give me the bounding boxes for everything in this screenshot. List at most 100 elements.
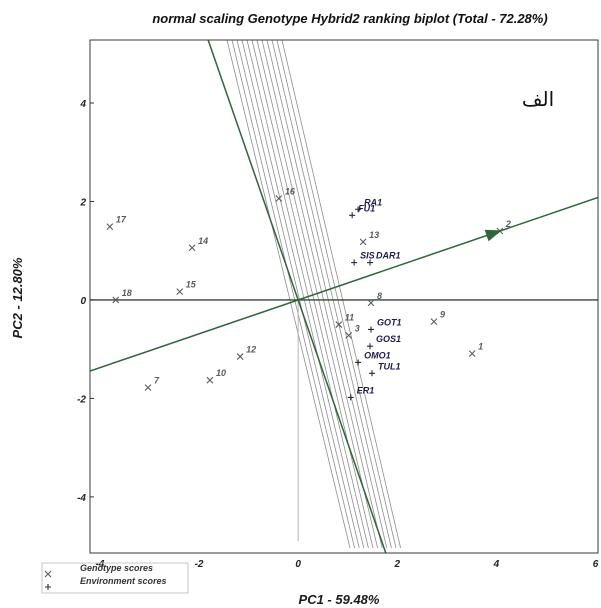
genotype-label: 11	[345, 313, 354, 323]
hatch-line	[236, 40, 360, 549]
environment-marker	[349, 212, 356, 219]
genotype-point: 18	[112, 288, 132, 304]
genotype-label: 3	[355, 323, 360, 333]
environment-label: RA1	[364, 197, 382, 207]
environment-label: OMO1	[364, 350, 391, 360]
genotype-point: 10	[206, 368, 226, 384]
environment-point: DAR1	[367, 251, 401, 266]
x-tick-label: 6	[593, 559, 599, 570]
genotype-point: 16	[275, 187, 296, 202]
genotype-point: 13	[359, 230, 379, 246]
genotype-label: 7	[154, 376, 160, 386]
genotype-point: 15	[176, 280, 197, 295]
x-axis-title: PC1 - 59.48%	[299, 592, 380, 607]
environment-point: OMO1	[355, 350, 391, 366]
y-tick-label: 2	[79, 197, 86, 208]
environment-point: FU1	[349, 203, 375, 219]
genotype-point: 12	[236, 345, 256, 360]
hatch-line	[281, 40, 401, 549]
genotype-point: 17	[106, 215, 127, 230]
genotype-marker	[188, 244, 196, 252]
genotype-label: 2	[505, 219, 511, 229]
genotype-point: 7	[144, 376, 160, 391]
legend-genotype-label: Genotype scores	[80, 563, 153, 573]
genotype-label: 17	[116, 215, 127, 225]
environment-marker	[368, 326, 375, 333]
environment-point: RA1	[355, 197, 382, 213]
genotype-label: 13	[369, 230, 379, 240]
environment-marker	[351, 259, 358, 266]
genotype-point: 8	[367, 291, 382, 307]
genotype-marker	[367, 299, 375, 307]
genotype-point: 9	[430, 310, 445, 325]
plot-frame	[89, 39, 599, 554]
environment-marker	[367, 259, 374, 266]
y-tick-label: -2	[77, 394, 86, 405]
genotype-marker	[359, 238, 367, 246]
x-tick-label: 2	[393, 559, 400, 570]
environment-point: TUL1	[369, 361, 401, 377]
legend: Genotype scores Environment scores	[41, 562, 189, 594]
chart-title: normal scaling Genotype Hybrid2 ranking …	[152, 11, 547, 26]
environment-label: ER1	[357, 385, 375, 395]
environment-label: TUL1	[378, 361, 401, 371]
genotype-label: 12	[246, 345, 256, 355]
genotype-marker	[468, 350, 476, 357]
environment-marker	[367, 343, 374, 350]
reference-lines	[90, 40, 598, 553]
environment-marker	[369, 370, 376, 377]
genotype-label: 10	[216, 368, 226, 378]
genotype-point: 14	[188, 236, 208, 252]
environment-marker	[355, 359, 362, 366]
environment-label: DAR1	[376, 251, 401, 261]
environment-label: SIS	[360, 251, 375, 261]
hatched-band	[226, 40, 401, 549]
panel-label: الف	[522, 87, 554, 111]
y-tick-label: 4	[79, 99, 86, 110]
environment-label: GOS1	[376, 334, 401, 344]
aec-arrowhead	[484, 229, 502, 242]
hatch-line	[276, 40, 397, 549]
genotype-point: 3	[345, 323, 360, 339]
environment-marker	[355, 206, 362, 213]
genotype-point: 11	[335, 313, 354, 328]
x-tick-label: -2	[195, 559, 204, 570]
x-tick-label: 4	[493, 559, 500, 570]
hatch-line	[226, 40, 351, 549]
environment-point: ER1	[347, 385, 375, 401]
hatch-line	[266, 40, 388, 549]
genotype-label: 15	[186, 280, 197, 290]
genotype-marker	[112, 296, 120, 304]
genotype-marker	[106, 223, 114, 230]
aec-ordinate-line	[207, 40, 387, 553]
genotype-marker	[176, 288, 184, 295]
genotype-label: 8	[377, 291, 382, 301]
y-tick-label: 0	[80, 296, 86, 307]
genotype-marker	[236, 353, 244, 360]
y-axis-title: PC2 - 12.80%	[10, 257, 25, 338]
environment-point: SIS	[351, 251, 375, 266]
hatch-line	[246, 40, 369, 549]
x-marker-icon	[44, 570, 52, 578]
environment-point: GOS1	[367, 334, 401, 350]
plus-marker-icon	[45, 584, 51, 590]
genotype-label: 16	[285, 187, 296, 197]
environment-label: GOT1	[377, 317, 402, 327]
genotype-label: 18	[122, 288, 132, 298]
environment-point: GOT1	[368, 317, 402, 333]
genotype-label: 1	[478, 342, 483, 352]
environment-marker	[347, 394, 354, 401]
hatch-line	[251, 40, 374, 549]
aec-abscissa-line	[90, 196, 598, 372]
genotype-marker	[144, 384, 152, 391]
genotype-marker	[430, 318, 438, 325]
legend-environment-label: Environment scores	[80, 576, 167, 586]
hatch-line	[261, 40, 383, 549]
genotype-marker	[345, 332, 353, 339]
x-tick-label: -4	[95, 559, 104, 570]
hatch-line	[231, 40, 355, 549]
genotype-point: 1	[468, 342, 483, 357]
genotype-label: 9	[440, 310, 445, 320]
